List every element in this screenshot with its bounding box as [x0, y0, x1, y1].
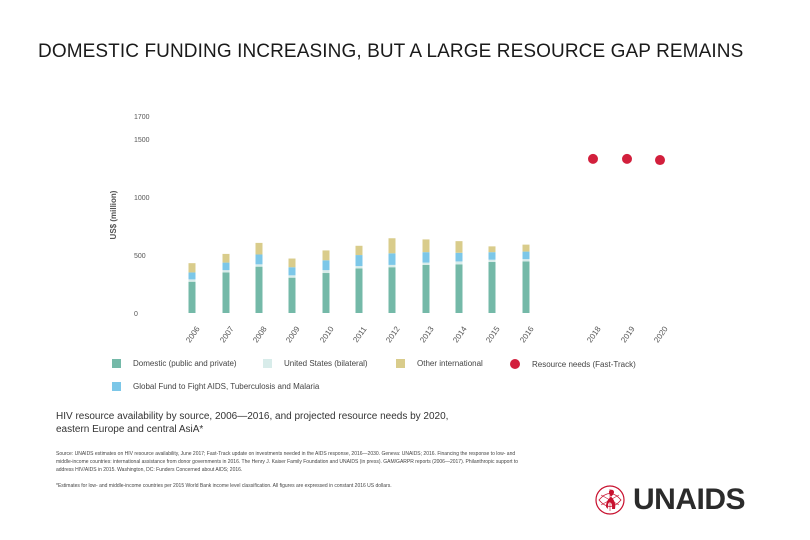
bar-segment-global_fund-2008 — [255, 254, 263, 265]
bar-segment-global_fund-2016 — [522, 251, 530, 260]
bar-segment-other_international-2013 — [422, 239, 430, 253]
bar-segment-global_fund-2014 — [455, 252, 463, 262]
x-axis-ticks: 2006 2007 2008 2009 2010 2011 2012 2013 2014 2015… — [184, 324, 670, 344]
bar-segment-us_bilateral-2006 — [188, 279, 196, 282]
legend-label-us-bilateral: United States (bilateral) — [284, 359, 368, 368]
footnote: *Estimates for low- and middle-income co… — [56, 483, 392, 489]
bar-segment-us_bilateral-2009 — [288, 275, 296, 278]
bar-segment-other_international-2014 — [455, 241, 463, 253]
bar-segment-other_international-2015 — [488, 246, 496, 253]
bar-segment-domestic-2014 — [455, 264, 463, 313]
bar-segment-us_bilateral-2015 — [488, 259, 496, 263]
bar-segment-other_international-2009 — [288, 258, 296, 268]
legend-swatch-domestic — [112, 359, 121, 368]
legend-swatch-global-fund — [112, 382, 121, 391]
chart-caption: HIV resource availability by source, 200… — [56, 411, 449, 435]
x-tick-label: 2011 — [351, 324, 369, 344]
x-tick-label: 2012 — [384, 324, 402, 344]
bar-segment-other_international-2006 — [188, 263, 196, 273]
resource-need-dots — [588, 153, 665, 166]
x-tick-label: 2014 — [451, 324, 469, 344]
bar-segment-global_fund-2012 — [388, 253, 396, 265]
resource-need-dot-2019 — [622, 153, 632, 164]
bars — [188, 238, 530, 313]
bar-segment-global_fund-2011 — [355, 255, 363, 267]
bar-segment-other_international-2010 — [322, 250, 330, 261]
legend-us-bilateral: United States (bilateral) — [263, 359, 368, 368]
bar-segment-domestic-2007 — [222, 272, 230, 313]
bar-segment-domestic-2011 — [355, 268, 363, 313]
bar-segment-domestic-2012 — [388, 267, 396, 313]
page-title: DOMESTIC FUNDING INCREASING, BUT A LARGE… — [38, 41, 744, 62]
bar-segment-other_international-2016 — [522, 244, 530, 252]
legend-dot-resource-needs — [510, 359, 520, 369]
bar-segment-us_bilateral-2014 — [455, 261, 463, 265]
x-tick-label: 2015 — [484, 324, 502, 344]
bar-segment-domestic-2015 — [488, 262, 496, 313]
source-note: Source: UNAIDS estimates on HIV resource… — [56, 451, 519, 473]
bar-segment-global_fund-2015 — [488, 252, 496, 260]
x-tick-label: 2010 — [318, 324, 336, 344]
bar-segment-us_bilateral-2007 — [222, 270, 230, 273]
legend-global-fund: Global Fund to Fight AIDS, Tuberculosis … — [112, 382, 319, 391]
legend-domestic: Domestic (public and private) — [112, 359, 237, 368]
bar-segment-us_bilateral-2013 — [422, 262, 430, 265]
y-axis-label: US$ (million) — [109, 190, 118, 239]
bar-segment-us_bilateral-2012 — [388, 264, 396, 268]
legend-label-resource-needs: Resource needs (Fast-Track) — [532, 359, 636, 369]
resource-chart: 0 500 1000 1500 1700 2006 2007 2008 2009 2010 201… — [109, 114, 670, 344]
y-axis: 0 500 1000 1500 1700 — [134, 114, 150, 318]
bar-segment-us_bilateral-2011 — [355, 266, 363, 269]
y-tick-label: 1700 — [134, 114, 150, 121]
x-tick-label: 2020 — [652, 324, 670, 344]
bar-segment-other_international-2011 — [355, 245, 363, 256]
legend-label-other-international: Other international — [417, 359, 483, 368]
bar-segment-us_bilateral-2016 — [522, 259, 530, 262]
x-tick-label: 2009 — [284, 324, 302, 344]
bar-segment-domestic-2009 — [288, 277, 296, 313]
legend-label-global-fund: Global Fund to Fight AIDS, Tuberculosis … — [133, 382, 320, 391]
bar-segment-domestic-2013 — [422, 264, 430, 313]
legend-label-domestic: Domestic (public and private) — [133, 359, 237, 368]
bar-segment-global_fund-2010 — [322, 260, 330, 271]
legend-other-international: Other international — [396, 359, 483, 368]
y-tick-label: 500 — [134, 253, 146, 260]
resource-need-dot-2018 — [588, 153, 598, 164]
legend-swatch-us-bilateral — [263, 359, 272, 368]
x-tick-label: 2007 — [218, 324, 236, 344]
x-tick-label: 2018 — [585, 324, 603, 344]
y-tick-label: 1500 — [134, 137, 150, 144]
bar-segment-us_bilateral-2008 — [255, 264, 263, 267]
bar-segment-domestic-2010 — [322, 273, 330, 313]
bar-segment-domestic-2008 — [255, 266, 263, 313]
x-tick-label: 2019 — [619, 324, 637, 344]
x-tick-label: 2016 — [518, 324, 536, 344]
bar-segment-global_fund-2007 — [222, 262, 230, 271]
bar-segment-domestic-2006 — [188, 281, 196, 313]
bar-segment-domestic-2016 — [522, 261, 530, 313]
legend-resource-needs: Resource needs (Fast-Track) — [510, 359, 636, 369]
bar-segment-other_international-2008 — [255, 242, 263, 255]
bar-segment-global_fund-2006 — [188, 272, 196, 280]
y-tick-label: 1000 — [134, 195, 150, 202]
unaids-logo: UNAIDS — [593, 482, 746, 518]
bar-segment-global_fund-2009 — [288, 267, 296, 276]
resource-need-dot-2020 — [655, 155, 665, 166]
bar-segment-global_fund-2013 — [422, 252, 430, 263]
ribbon-emblem-icon — [595, 485, 625, 515]
x-tick-label: 2006 — [184, 324, 202, 344]
legend-swatch-other-international — [396, 359, 405, 368]
y-tick-label: 0 — [134, 311, 138, 318]
x-tick-label: 2013 — [418, 324, 436, 344]
x-tick-label: 2008 — [251, 324, 269, 344]
logo-text: UNAIDS — [633, 483, 746, 516]
bar-segment-other_international-2012 — [388, 238, 396, 254]
bar-segment-us_bilateral-2010 — [322, 270, 330, 274]
bar-segment-other_international-2007 — [222, 253, 230, 263]
